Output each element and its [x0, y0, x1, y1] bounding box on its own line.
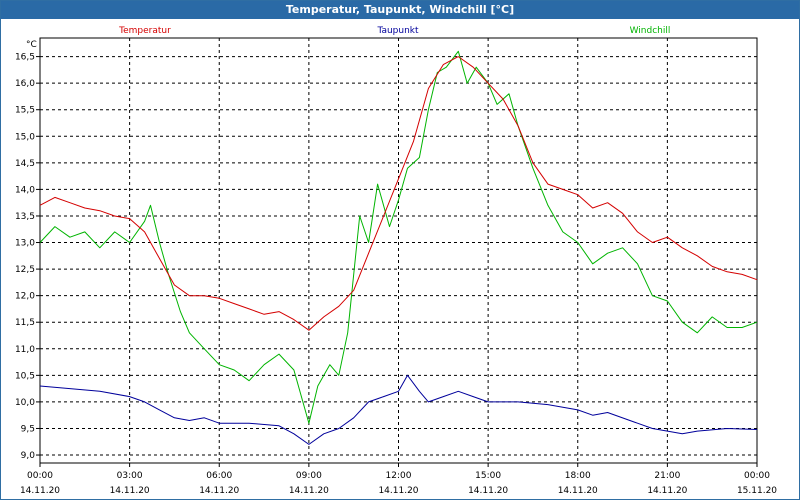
x-tick-time-label: 12:00	[386, 471, 412, 481]
x-tick-date-label: 14.11.20	[558, 486, 598, 496]
series-line-temperatur	[39, 56, 758, 331]
x-tick-time-label: 21:00	[654, 471, 680, 481]
x-tick-time-label: 03:00	[117, 471, 143, 481]
x-tick-date-label: 14.11.20	[199, 486, 239, 496]
x-tick-date-label: 14.11.20	[378, 486, 418, 496]
y-tick-label: 13,5	[15, 212, 35, 222]
series-line-windchill	[39, 50, 758, 424]
grid	[40, 38, 757, 463]
y-tick-label: 15,5	[15, 106, 35, 116]
x-tick-time-label: 09:00	[296, 471, 322, 481]
series-line-taupunkt	[39, 374, 758, 445]
y-tick-label: 16,5	[15, 53, 35, 63]
y-axis-label: °C	[26, 40, 37, 50]
y-tick-label: 12,0	[15, 292, 35, 302]
x-tick-date-label: 14.11.20	[468, 486, 508, 496]
x-tick-date-label: 15.11.20	[737, 486, 777, 496]
y-tick-label: 10,0	[15, 398, 35, 408]
y-tick-label: 11,5	[15, 318, 35, 328]
x-tick-date-label: 14.11.20	[647, 486, 687, 496]
x-tick-time-label: 18:00	[565, 471, 591, 481]
x-tick-time-label: 15:00	[475, 471, 501, 481]
y-tick-label: 12,5	[15, 265, 35, 275]
y-tick-label: 10,5	[15, 371, 35, 381]
legend-item-taupunkt: Taupunkt	[376, 26, 419, 36]
x-tick-date-label: 14.11.20	[289, 486, 329, 496]
x-tick-time-label: 00:00	[744, 471, 770, 481]
y-tick-label: 15,0	[15, 132, 35, 142]
legend-item-temperatur: Temperatur	[118, 26, 171, 36]
x-tick-date-label: 14.11.20	[20, 486, 60, 496]
y-tick-label: 14,5	[15, 159, 35, 169]
window-title: Temperatur, Taupunkt, Windchill [°C]	[1, 1, 799, 19]
series-lines	[39, 50, 758, 445]
y-tick-label: 9,5	[21, 424, 35, 434]
y-tick-label: 13,0	[15, 239, 35, 249]
x-tick-time-label: 00:00	[27, 471, 53, 481]
tick-labels: 9,0 9,5 10,0 10,5 11,0 11,5 12,0 12,5 13,0 13,5 14…	[15, 53, 777, 496]
x-tick-time-label: 06:00	[206, 471, 232, 481]
y-tick-label: 9,0	[21, 451, 36, 461]
y-tick-label: 11,0	[15, 345, 35, 355]
y-tick-label: 16,0	[15, 79, 35, 89]
x-tick-date-label: 14.11.20	[110, 486, 150, 496]
legend-item-windchill: Windchill	[630, 26, 671, 36]
legend: Temperatur Taupunkt Windchill	[118, 26, 670, 36]
y-tick-label: 14,0	[15, 185, 35, 195]
